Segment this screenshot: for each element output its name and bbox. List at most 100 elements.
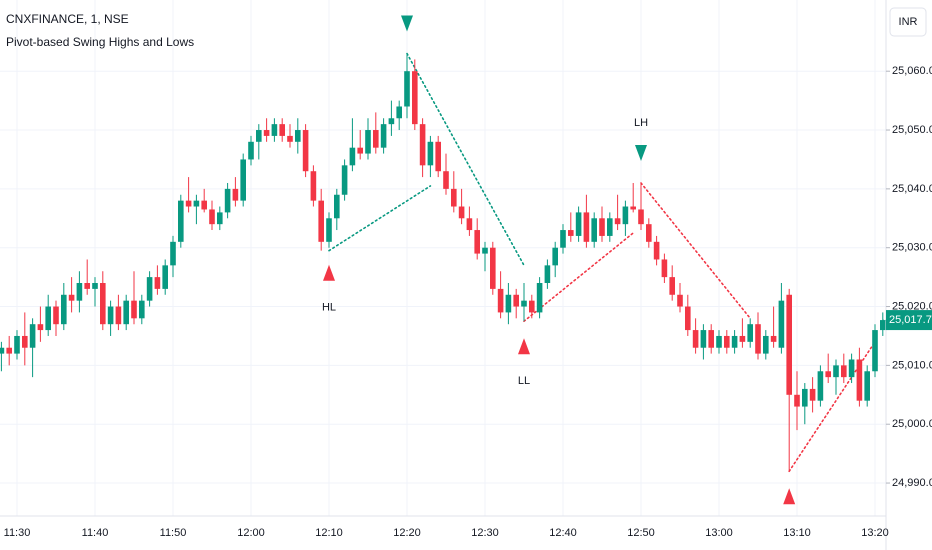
currency-label[interactable]: INR — [899, 16, 918, 28]
candle-body — [552, 247, 558, 266]
candle-body — [458, 206, 465, 219]
candle-body — [646, 224, 652, 242]
y-tick-label: 25,060.00 — [892, 65, 932, 77]
candle-body — [529, 300, 535, 313]
x-tick-label: 13:00 — [705, 527, 733, 539]
candle-body — [365, 130, 371, 154]
candle-body — [256, 130, 262, 142]
y-tick-label: 25,020.00 — [892, 300, 932, 312]
candle-body — [100, 283, 106, 325]
candle-body — [302, 130, 309, 172]
x-tick-label: 13:20 — [861, 527, 889, 539]
candle-body — [154, 277, 161, 289]
candle-body — [731, 335, 738, 348]
candle-body — [162, 265, 168, 289]
pivot-line — [640, 182, 752, 320]
candle-body — [747, 324, 753, 342]
candle-body — [630, 206, 636, 210]
swing-low-marker — [783, 488, 796, 505]
currency-button[interactable] — [889, 7, 927, 37]
candle-body — [848, 359, 855, 378]
candle-body — [232, 188, 239, 201]
candle-body — [115, 306, 122, 325]
candle-body — [497, 288, 504, 313]
candle-body — [872, 330, 878, 372]
pivot-line — [328, 185, 432, 252]
candle-body — [279, 124, 285, 136]
candle-body — [224, 188, 231, 213]
y-tick-label: 25,000.00 — [892, 418, 932, 430]
candle-body — [841, 365, 847, 378]
candle-body — [263, 130, 270, 136]
candle-body — [357, 147, 363, 154]
candle-body — [825, 371, 831, 378]
candle-body — [638, 209, 644, 225]
candle-body — [443, 171, 449, 189]
candle-body — [185, 200, 192, 207]
x-tick-label: 11:50 — [160, 527, 187, 539]
candle-body — [513, 294, 519, 307]
candles — [0, 53, 886, 472]
candle-body — [22, 335, 28, 348]
candle-body — [318, 200, 324, 242]
candle-body — [146, 277, 153, 301]
candle-body — [451, 188, 457, 207]
candle-body — [490, 247, 496, 289]
candle-body — [622, 206, 629, 225]
x-tick-label: 13:10 — [783, 527, 811, 539]
x-tick-label: 12:00 — [237, 527, 265, 539]
candle-body — [396, 106, 402, 119]
x-tick-label: 12:20 — [393, 527, 421, 539]
candle-body — [716, 335, 722, 348]
candle-body — [435, 141, 441, 172]
chart-title: CNXFINANCE, 1, NSE — [6, 12, 129, 26]
candle-body — [217, 212, 223, 225]
candle-body — [412, 71, 418, 125]
candle-body — [326, 218, 332, 242]
candle-body — [856, 359, 863, 401]
candle-body — [139, 300, 145, 319]
candle-body — [482, 247, 488, 254]
x-tick-label: 12:50 — [627, 527, 655, 539]
x-tick-label: 12:30 — [471, 527, 499, 539]
candle-body — [583, 212, 590, 242]
candle-body — [833, 365, 839, 378]
candle-body — [84, 283, 90, 289]
candle-body — [29, 324, 36, 348]
swing-low-marker — [323, 264, 335, 281]
candle-body — [661, 259, 668, 278]
pivot-markers: HL LL LH — [322, 15, 796, 505]
swing-high-marker — [635, 144, 647, 161]
candle-body — [809, 388, 816, 401]
x-tick-label: 12:10 — [315, 527, 343, 539]
candle-body — [419, 124, 426, 166]
candle-body — [341, 165, 348, 195]
candle-body — [209, 209, 215, 225]
candle-body — [591, 218, 597, 242]
indicator-name: Pivot-based Swing Highs and Lows — [6, 35, 194, 49]
candle-body — [131, 300, 137, 319]
x-tick-label: 11:40 — [82, 527, 109, 539]
axes: 24,990.00 25,000.00 25,010.00 25,020.00 25,0… — [4, 65, 932, 539]
last-price-box — [886, 310, 932, 331]
candle-body — [14, 335, 20, 354]
candle-body — [388, 118, 395, 125]
candle-body — [880, 320, 886, 331]
candle-body — [669, 277, 675, 295]
candle-body — [349, 147, 356, 166]
candle-body — [770, 335, 777, 342]
last-price-label: 25,017.70 — [889, 314, 932, 326]
candle-body — [544, 265, 551, 284]
y-tick-label: 25,010.00 — [892, 359, 932, 371]
candle-body — [61, 294, 67, 325]
candle-body — [607, 218, 613, 236]
candle-body — [568, 230, 574, 236]
candle-body — [53, 306, 59, 325]
candle-body — [677, 294, 683, 307]
candle-body — [373, 130, 379, 148]
x-tick-label: 11:30 — [4, 527, 31, 539]
candle-body — [193, 200, 200, 207]
y-tick-label: 25,050.00 — [892, 124, 932, 136]
candle-body — [724, 335, 730, 348]
